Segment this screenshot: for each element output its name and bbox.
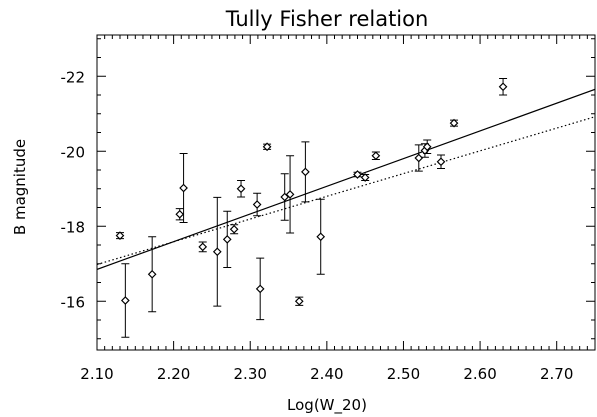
diamond-marker [371, 151, 381, 161]
y-tick-label: -16 [61, 293, 86, 311]
data-points [115, 78, 508, 338]
diamond-marker [316, 232, 326, 242]
y-tick-label: -22 [61, 68, 86, 86]
data-point [175, 208, 185, 221]
y-tick-label: -18 [61, 218, 86, 236]
data-point [147, 236, 157, 313]
diamond-marker [280, 192, 290, 202]
x-tick-label: 2.50 [387, 365, 420, 383]
data-point [414, 144, 424, 172]
data-point [422, 139, 432, 154]
solid-fit-line [97, 88, 595, 270]
diamond-marker [255, 284, 265, 294]
data-point [198, 241, 208, 253]
x-tick-label: 2.10 [80, 365, 113, 383]
diamond-marker [236, 184, 246, 194]
diamond-marker [222, 235, 232, 244]
diamond-marker [353, 170, 362, 179]
data-point [236, 180, 246, 198]
diamond-marker [301, 167, 310, 177]
dotted-fit-line [97, 116, 595, 266]
data-point [353, 170, 362, 179]
diamond-marker [422, 142, 432, 152]
data-point [115, 231, 125, 240]
diamond-marker [115, 231, 125, 240]
x-tick-label: 2.70 [540, 365, 573, 383]
data-point [301, 141, 310, 203]
data-point [262, 142, 272, 152]
diamond-marker [212, 247, 222, 257]
diamond-marker [120, 296, 130, 305]
diamond-marker [229, 224, 239, 234]
data-point [222, 210, 232, 268]
diamond-marker [285, 190, 295, 199]
data-point [179, 153, 188, 223]
diamond-marker [449, 118, 459, 128]
data-point [252, 192, 262, 217]
x-tick-label: 2.60 [463, 365, 496, 383]
diamond-marker [360, 173, 370, 182]
data-point [449, 118, 459, 128]
diamond-marker [175, 209, 185, 219]
diamond-marker [436, 157, 446, 167]
x-tick-label: 2.20 [157, 365, 190, 383]
diamond-marker [252, 200, 262, 209]
y-tick-label: -20 [61, 143, 86, 161]
diamond-marker [294, 296, 304, 306]
data-point [360, 173, 370, 182]
data-point [371, 151, 381, 161]
data-point [229, 224, 239, 235]
y-axis-label: B magnitude [11, 139, 29, 235]
data-point [498, 78, 508, 96]
data-point [212, 196, 222, 307]
x-tick-label: 2.40 [310, 365, 343, 383]
fit-lines [97, 88, 595, 270]
diamond-marker [414, 153, 424, 163]
data-point [316, 198, 326, 275]
diamond-marker [498, 82, 508, 92]
data-point [255, 257, 265, 321]
axis-ticks: 2.10 2.20 2.30 2.40 2.50 2.60 2.70 -22 -20 -18 -16 [61, 35, 596, 383]
plot-frame [96, 34, 596, 351]
data-point [436, 154, 446, 169]
x-tick-label: 2.30 [234, 365, 267, 383]
data-point [120, 263, 130, 338]
chart-title: Tully Fisher relation [225, 7, 429, 31]
data-point [280, 173, 290, 221]
diamond-marker [198, 242, 208, 252]
data-point [285, 155, 295, 234]
diamond-marker [147, 269, 157, 279]
data-point [294, 296, 304, 306]
x-axis-label: Log(W_20) [287, 396, 367, 415]
diamond-marker [262, 142, 272, 152]
diamond-marker [179, 183, 188, 193]
